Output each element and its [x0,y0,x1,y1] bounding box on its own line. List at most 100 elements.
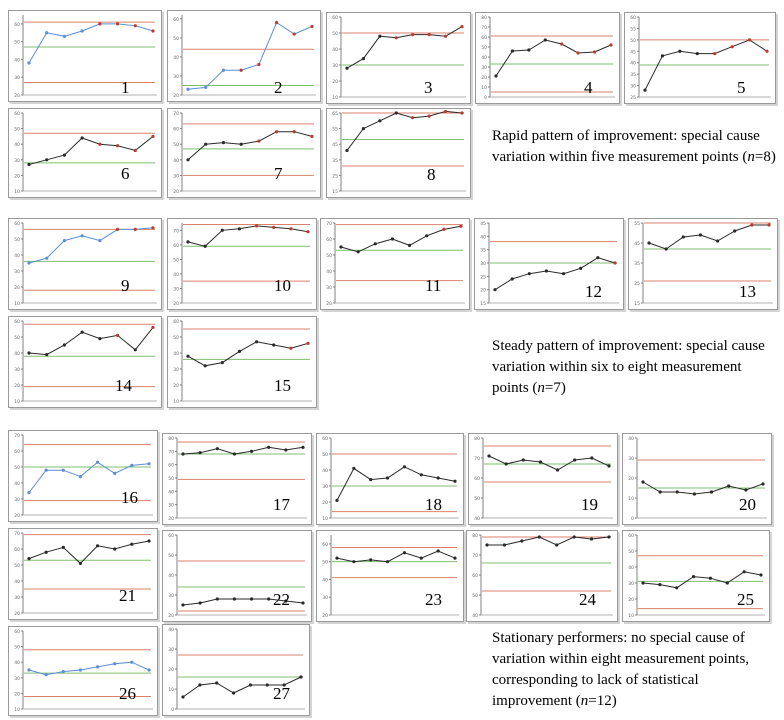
chart-7-point-3 [221,141,226,145]
chart-13-point-2 [664,247,668,251]
chart-26-y-tick-label-4: 50 [14,645,20,651]
chart-5-point-2 [660,54,665,58]
chart-20-y-tick-label-2: 20 [628,476,634,482]
chart-6-y-tick-label-4: 50 [14,127,20,133]
chart-26-point-4 [78,668,83,672]
chart-18-number: 18 [425,495,442,514]
chart-19-series-line [488,455,610,471]
chart-2-point-1 [186,87,190,91]
chart-6-point-6 [115,144,120,148]
chart-14-y-tick-label-4: 50 [14,335,20,341]
chart-5-plot: 25 30 35 40 45 50 55 60 [630,15,771,101]
chart-13-point-6 [733,229,737,233]
chart-10-point-2 [203,244,207,248]
chart-1-y-tick-label-4: 60 [14,22,20,28]
chart-7-point-1 [186,158,190,162]
chart-15-y-tick-label-5: 60 [173,319,179,325]
chart-14-point-4 [80,330,84,334]
chart-7-point-6 [274,130,279,134]
chart-7-y-tick-label-1: 30 [173,173,179,179]
chart-14-y-tick-label-3: 40 [14,351,20,357]
chart-2-y-tick-label-3: 50 [173,36,179,42]
control-chart-18: 10 20 30 40 50 60 18 [316,433,464,525]
control-chart-13: 15 25 35 45 55 13 [628,218,778,310]
chart-3-series-line [346,26,463,69]
chart-3-point-4 [394,36,398,40]
chart-11-point-4 [390,237,395,241]
chart-25-point-1 [641,581,645,585]
chart-25-y-tick-label-2: 30 [628,581,634,587]
chart-20-y-tick-label-0: 0 [631,516,634,522]
chart-22-y-tick-label-0: 20 [168,613,174,619]
chart-8-point-7 [443,109,448,114]
chart-4-y-tick-label-7: 70 [481,25,487,31]
chart-4-y-tick-label-4: 40 [481,55,487,61]
chart-26-y-tick-label-5: 60 [14,629,20,635]
chart-1-series-line [28,23,154,64]
chart-25-point-8 [759,573,763,577]
caption-steady-n-value: =7) [544,380,566,396]
chart-8-y-tick-label-0: 15 [332,189,338,195]
chart-3-point-2 [361,57,366,61]
chart-3-point-7 [443,34,448,38]
chart-6-series-line [28,136,154,165]
chart-14-series-line [28,327,154,356]
chart-7-point-4 [239,142,243,146]
chart-6-point-4 [80,136,84,140]
control-chart-19: 40 50 60 70 80 19 [468,433,618,525]
chart-22-point-1 [181,603,185,607]
chart-8-point-1 [345,148,349,153]
chart-15-y-tick-label-0: 10 [173,399,179,405]
chart-19-point-2 [504,462,508,466]
chart-12-plot: 15 20 25 30 35 40 45 [480,221,619,307]
chart-20-point-5 [709,490,714,494]
chart-1-point-2 [45,31,49,35]
chart-26-point-8 [147,668,151,672]
chart-23-point-2 [352,560,356,564]
chart-15-point-3 [220,361,224,365]
chart-20-point-8 [761,482,765,486]
chart-9-point-2 [45,256,49,260]
chart-2-y-tick-label-2: 40 [173,55,179,61]
chart-15-y-tick-label-1: 20 [173,383,179,389]
chart-15-point-7 [289,346,293,350]
chart-11-y-tick-label-2: 40 [326,269,332,275]
chart-9-point-7 [133,227,137,231]
chart-21-y-tick-label-2: 40 [14,579,20,585]
control-chart-21: 20 30 40 50 60 70 21 [8,528,158,620]
chart-8-point-4 [394,111,398,115]
control-chart-17: 20 30 40 50 60 70 80 17 [162,433,312,525]
chart-5-y-tick-label-3: 40 [630,61,636,67]
chart-20-point-7 [744,488,748,492]
chart-16-y-tick-label-3: 50 [14,465,20,471]
chart-25-point-5 [708,576,713,580]
chart-24-point-8 [607,535,611,539]
chart-8-point-3 [378,119,382,123]
chart-16-y-tick-label-1: 30 [14,497,20,503]
chart-10-y-tick-label-2: 40 [173,272,179,278]
chart-22-series-line [182,598,304,606]
chart-6-plot: 10 20 30 40 50 60 [14,111,157,195]
chart-8-point-2 [361,127,366,131]
chart-21-point-3 [61,545,65,549]
chart-16-point-5 [95,460,100,464]
chart-10-point-1 [186,240,190,244]
chart-3-y-tick-label-5: 60 [332,15,338,21]
chart-10-y-tick-label-0: 20 [173,301,179,307]
chart-3-point-8 [460,25,464,29]
chart-1-y-tick-label-0: 20 [14,93,20,99]
chart-20-plot: 0 10 20 30 40 [628,436,767,522]
chart-23-series-line [336,550,456,563]
chart-25-y-tick-label-1: 20 [628,597,634,603]
chart-12-y-tick-label-5: 40 [480,234,486,240]
chart-20-y-tick-label-1: 10 [628,496,634,502]
chart-21-point-6 [113,547,117,551]
chart-8-y-tick-label-1: 25 [332,173,338,179]
chart-12-y-tick-label-4: 35 [480,248,486,254]
caption-rapid-n-label: n [747,149,755,165]
chart-12-y-tick-label-3: 30 [480,261,486,267]
chart-21-y-tick-label-1: 30 [14,595,20,601]
chart-8-plot: 15 25 35 45 55 65 [332,109,466,195]
control-chart-23: 20 30 40 50 60 23 [316,530,464,622]
chart-16-point-6 [113,471,117,475]
